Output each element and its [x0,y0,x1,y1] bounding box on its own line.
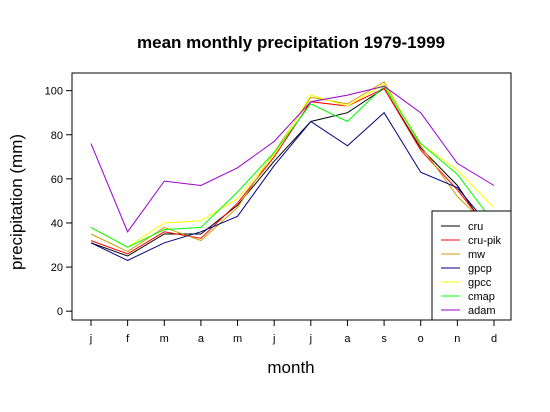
x-tick-label: a [198,333,205,345]
x-tick-label: j [309,333,312,345]
x-tick-label: a [344,333,351,345]
y-axis: 0 20 40 60 80 100 [45,86,72,318]
y-tick-label: 100 [45,86,63,98]
x-tick-label: s [381,333,387,345]
series-line-cru-pik [90,87,495,255]
x-tick-label: f [126,333,130,345]
legend-label-gpcp: gpcp [468,263,492,275]
y-tick-label: 40 [51,218,63,230]
y-tick-label: 0 [57,306,63,318]
x-tick-label: d [491,333,497,345]
plot-frame [71,72,512,321]
x-axis-label: month [267,358,314,377]
legend-label-mw: mw [468,249,485,261]
legend-label-gpcc: gpcc [468,277,492,289]
x-tick-label: o [418,333,424,345]
x-tick-label: n [454,333,460,345]
series-line-gpcc [90,83,495,248]
x-tick-label: j [89,333,92,345]
series-line-gpcp [90,111,495,262]
legend: cru cru-pik mw gpcp gpcc cmap adam [431,210,512,321]
x-tick-label: j [272,333,275,345]
legend-label-cru: cru [468,221,483,233]
y-tick-label: 60 [51,174,63,186]
legend-label-cru-pik: cru-pik [468,235,502,247]
series-line-cmap [90,85,495,248]
legend-box [431,210,512,321]
x-tick-label: m [160,333,169,345]
x-tick-label: m [233,333,242,345]
series-line-adam [90,85,495,233]
y-tick-label: 20 [51,262,63,274]
chart-title: mean monthly precipitation 1979-1999 [137,33,445,52]
series-lines [90,81,495,262]
y-tick-label: 80 [51,130,63,142]
legend-label-adam: adam [468,305,496,317]
legend-label-cmap: cmap [468,291,495,303]
y-axis-label: precipitation (mm) [7,134,26,270]
